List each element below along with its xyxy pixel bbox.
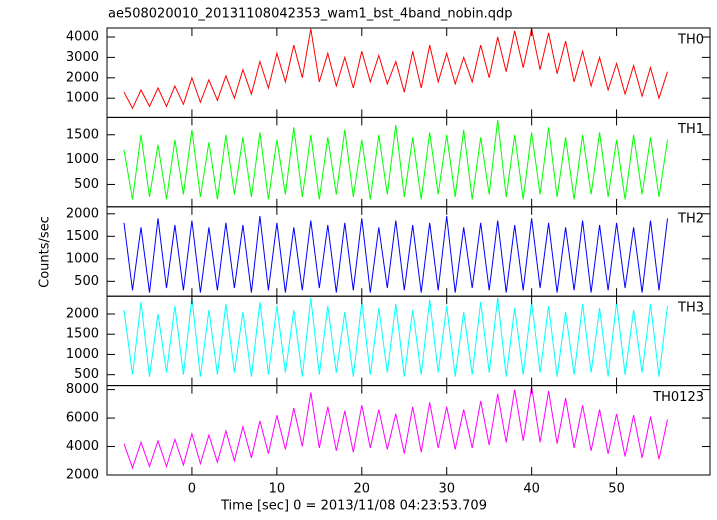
light-curve [123, 386, 668, 470]
y-tick-label: 2000 [66, 468, 99, 483]
y-tick-label: 2000 [66, 70, 99, 85]
panel-label: TH3 [677, 301, 704, 316]
panel-label: TH0 [677, 33, 704, 48]
y-tick-label: 1500 [66, 327, 99, 342]
light-curve [123, 28, 668, 110]
y-tick-label: 1000 [66, 152, 99, 167]
x-tick-label: 20 [354, 482, 371, 497]
y-tick-label: 1000 [66, 251, 99, 266]
y-tick-label: 500 [74, 367, 99, 382]
x-tick-label: 0 [188, 482, 196, 497]
light-curve [123, 297, 668, 377]
panel-label: TH0123 [652, 390, 704, 405]
panel-frame [106, 385, 711, 476]
panel-label: TH2 [677, 211, 704, 226]
y-tick-label: 1500 [66, 127, 99, 142]
y-tick-label: 6000 [66, 411, 99, 426]
light-curve [123, 215, 668, 293]
y-axis-label: Counts/sec [38, 216, 53, 288]
y-tick-label: 500 [74, 274, 99, 289]
light-curve [123, 119, 668, 200]
x-tick-label: 10 [269, 482, 286, 497]
y-tick-label: 8000 [66, 382, 99, 397]
y-tick-label: 2000 [66, 306, 99, 321]
x-axis-label: Time [sec] 0 = 2013/11/08 04:23:53.709 [220, 499, 487, 514]
y-tick-label: 2000 [66, 206, 99, 221]
y-tick-label: 1000 [66, 347, 99, 362]
y-tick-label: 1000 [66, 91, 99, 106]
panel-label: TH1 [677, 122, 704, 137]
x-tick-label: 40 [523, 482, 540, 497]
y-tick-label: 3000 [66, 50, 99, 65]
panel-frame [106, 206, 711, 297]
y-tick-label: 500 [74, 177, 99, 192]
y-tick-label: 4000 [66, 439, 99, 454]
x-tick-label: 30 [438, 482, 455, 497]
y-tick-label: 1500 [66, 229, 99, 244]
chart-title: ae508020010_20131108042353_wam1_bst_4ban… [108, 7, 513, 22]
y-tick-label: 4000 [66, 29, 99, 44]
x-tick-label: 50 [608, 482, 625, 497]
